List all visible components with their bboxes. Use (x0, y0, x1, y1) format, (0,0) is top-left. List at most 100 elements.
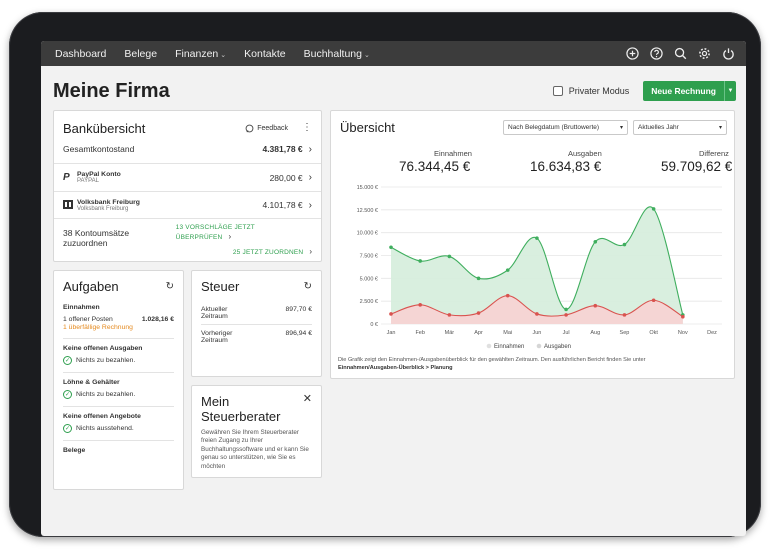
tasks-title: Aufgaben (63, 279, 119, 294)
data-point-einnahmen[interactable] (535, 236, 539, 240)
gear-icon[interactable] (696, 46, 712, 62)
data-point-einnahmen[interactable] (564, 307, 568, 312)
chevron-right-icon: › (309, 246, 312, 256)
tax-title: Steuer (201, 279, 240, 294)
tablet-frame: Dashboard Belege Finanzen ⌄ Kontakte Buch… (9, 12, 761, 537)
advisor-body-line: Buchhaltungssoftware und er kann Sie (201, 445, 309, 453)
total-balance-value: 4.381,78 € (262, 144, 303, 154)
tasks-card: Aufgaben ↻ Einnahmen 1 offener Posten 1.… (53, 270, 184, 490)
power-icon[interactable] (720, 46, 736, 62)
data-point-ausgaben[interactable] (447, 313, 452, 317)
income-section-title: Einnahmen (63, 304, 100, 311)
series-area-einnahmen (391, 206, 683, 324)
bank-overview-title: Bankübersicht (63, 120, 146, 136)
tax-value: 897,70 € (285, 306, 312, 313)
assign-now-label: 25 JETZT ZUORDNEN (232, 248, 304, 256)
data-point-ausgaben[interactable] (681, 314, 685, 319)
data-point-einnahmen[interactable] (389, 245, 393, 250)
search-icon[interactable] (672, 46, 688, 62)
data-point-einnahmen[interactable] (476, 276, 481, 281)
overview-card: Übersicht Nach Belegdatum (Bruttowerte) … (330, 110, 735, 379)
assign-now-link[interactable]: 25 JETZT ZUORDNEN › (233, 246, 312, 256)
check-circle-icon: ✓ (63, 424, 72, 433)
chevron-right-icon: › (308, 199, 312, 211)
x-tick-label: Jun (532, 330, 541, 336)
advisor-title-line: Mein (201, 394, 230, 409)
expense-label: Ausgaben (568, 149, 602, 158)
x-tick-label: Dez (707, 330, 717, 336)
data-point-ausgaben[interactable] (389, 312, 393, 316)
y-tick-label: 5.000 € (360, 276, 378, 282)
x-tick-label: Apr (474, 330, 483, 336)
series-line-einnahmen (390, 206, 684, 316)
feedback-label: Feedback (257, 124, 288, 132)
advisor-body-line: freien Zugang zu Ihrer (201, 437, 263, 445)
new-invoice-button[interactable]: Neue Rechnung ▼ (643, 81, 736, 101)
tax-card: Steuer ↻ Aktueller Zeitraum 897,70 € Vor… (191, 270, 322, 377)
income-label: Einnahmen (434, 149, 472, 158)
tax-period-label: Zeitraum (201, 313, 228, 320)
nav-label: Belege (124, 47, 158, 60)
data-point-ausgaben[interactable] (535, 312, 539, 316)
chevron-down-icon[interactable]: ▼ (724, 81, 736, 101)
overdue-invoice-link[interactable]: 1 überfällige Rechnung (63, 324, 133, 331)
status-text: Nichts ausstehend. (76, 425, 134, 432)
data-point-einnahmen[interactable] (593, 240, 598, 244)
account-row-volksbank[interactable]: Volksbank Freiburg Volksbank Freiburg 4.… (54, 192, 321, 219)
date-basis-select[interactable]: Nach Belegdatum (Bruttowerte) ▾ (503, 120, 628, 135)
feedback-button[interactable]: Feedback (245, 124, 288, 133)
x-tick-label: Mär (445, 330, 455, 336)
data-point-ausgaben[interactable] (622, 313, 627, 317)
chevron-down-icon: ▾ (718, 125, 722, 131)
planning-report-link[interactable]: Einnahmen/Ausgaben-Überblick > Planung (338, 365, 453, 371)
data-point-einnahmen[interactable] (418, 259, 422, 263)
private-mode-checkbox[interactable] (552, 86, 563, 96)
nav-item-belege[interactable]: Belege (124, 48, 157, 60)
x-tick-label: Okt (649, 330, 658, 336)
plus-circle-icon[interactable] (624, 46, 640, 62)
bank-overview-card: Bankübersicht Feedback ⋮ Gesamtkontostan… (53, 110, 322, 262)
review-suggestions-link[interactable]: 13 VORSCHLÄGE JETZT ÜBERPRÜFEN › (176, 221, 312, 241)
receipts-section-title: Belege (63, 447, 86, 454)
nav-label: Buchhaltung (303, 47, 362, 60)
data-point-einnahmen[interactable] (505, 268, 510, 272)
close-icon[interactable]: ✕ (302, 393, 312, 405)
data-point-ausgaben[interactable] (505, 293, 510, 298)
refresh-icon[interactable]: ↻ (165, 281, 174, 292)
data-point-ausgaben[interactable] (651, 298, 656, 303)
legend-label[interactable]: Einnahmen (494, 344, 524, 350)
total-balance-row[interactable]: Gesamtkontostand 4.381,78 € › (54, 135, 321, 164)
legend-marker (486, 343, 492, 349)
period-select[interactable]: Aktuelles Jahr ▾ (633, 120, 727, 135)
difference-value: 59.709,62 € (661, 159, 733, 174)
nav-item-buchhaltung[interactable]: Buchhaltung ⌄ (304, 48, 370, 60)
private-mode-toggle[interactable]: Privater Modus (552, 86, 630, 96)
period-value: Aktuelles Jahr (638, 124, 679, 131)
nav-item-finanzen[interactable]: Finanzen ⌄ (175, 48, 226, 60)
data-point-ausgaben[interactable] (476, 311, 481, 315)
advisor-body-line: genau so unterstützen, wie Sie es (201, 454, 296, 462)
nav-item-kontakte[interactable]: Kontakte (244, 48, 285, 60)
legend-label[interactable]: Ausgaben (544, 344, 571, 350)
y-tick-label: 0 € (370, 322, 378, 328)
y-tick-label: 12.500 € (357, 208, 378, 214)
tax-row-current[interactable]: Aktueller Zeitraum 897,70 € (201, 306, 312, 325)
tax-period-label: Vorheriger (201, 330, 233, 337)
data-point-ausgaben[interactable] (593, 303, 598, 308)
nav-item-dashboard[interactable]: Dashboard (55, 48, 106, 60)
account-row-paypal[interactable]: P PayPal Konto PAYPAL 280,00 € › (54, 164, 321, 192)
tax-row-previous[interactable]: Vorheriger Zeitraum 896,94 € (201, 325, 312, 344)
total-balance-label: Gesamtkontostand (63, 144, 135, 154)
income-value: 76.344,45 € (399, 159, 471, 174)
data-point-einnahmen[interactable] (447, 254, 452, 259)
help-icon[interactable] (648, 46, 664, 62)
refresh-icon[interactable]: ↻ (303, 281, 312, 292)
private-mode-label: Privater Modus (568, 86, 630, 96)
more-vertical-icon[interactable]: ⋮ (302, 122, 312, 133)
data-point-ausgaben[interactable] (564, 313, 568, 317)
date-basis-value: Nach Belegdatum (Bruttowerte) (508, 124, 600, 131)
data-point-einnahmen[interactable] (622, 242, 627, 247)
data-point-einnahmen[interactable] (651, 207, 656, 211)
data-point-ausgaben[interactable] (418, 303, 422, 307)
overview-title: Übersicht (340, 120, 395, 135)
